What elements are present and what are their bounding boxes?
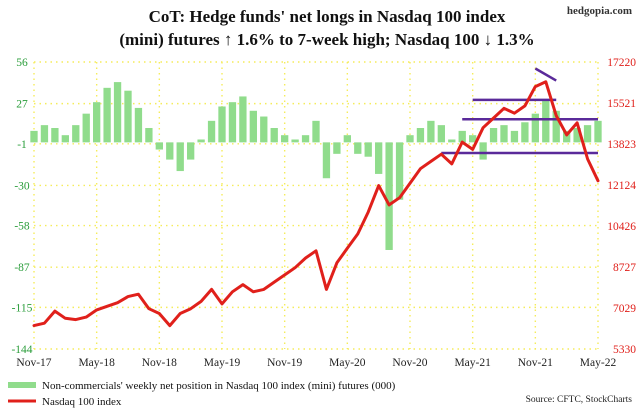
bar-2021-02 <box>437 125 445 143</box>
right-tick-label: 12124 <box>607 180 636 192</box>
trend-annotations <box>441 67 598 155</box>
right-tick-label: 7029 <box>613 303 636 315</box>
title-line-2: (mini) futures ↑ 1.6% to 7-week high; Na… <box>119 30 534 49</box>
left-tick-label: -87 <box>14 262 30 274</box>
bar-2019-06 <box>228 102 237 143</box>
right-tick-label: 5330 <box>613 344 636 356</box>
trend-line-0 <box>534 67 557 82</box>
bar-2022-01 <box>552 110 560 143</box>
bar-2018-01 <box>51 128 59 143</box>
bar-2021-11 <box>531 113 539 143</box>
bar-2021-10 <box>521 122 529 143</box>
bar-2021-06 <box>479 142 487 160</box>
legend: Non-commercials' weekly net position in … <box>8 380 396 408</box>
bar-2022-05 <box>594 120 602 143</box>
title-line-1: CoT: Hedge funds' net longs in Nasdaq 10… <box>149 7 506 26</box>
bar-2018-06 <box>103 87 111 143</box>
bar-2019-12 <box>291 139 299 143</box>
x-tick-label: May-18 <box>78 357 115 369</box>
bar-2018-02 <box>61 135 69 143</box>
bar-2022-04 <box>583 125 592 143</box>
x-axis-ticks: Nov-17 May-18 Nov-18 May-19 Nov-19 May-20 Nov-… <box>16 357 616 369</box>
bar-2021-12 <box>542 99 550 143</box>
bar-2020-08 <box>375 142 383 174</box>
nasdaq-index-line <box>32 80 600 328</box>
bar-2019-05 <box>218 106 226 143</box>
x-tick-label: May-19 <box>204 357 241 369</box>
bar-2019-08 <box>249 110 257 143</box>
x-tick-label: Nov-17 <box>16 357 51 369</box>
x-tick-label: May-20 <box>329 357 366 369</box>
legend-swatch-bars <box>8 382 36 388</box>
bar-2020-02 <box>312 120 320 143</box>
bar-2019-11 <box>281 135 289 143</box>
bar-2020-06 <box>354 142 362 154</box>
bar-2021-09 <box>510 130 519 143</box>
net-position-bars <box>30 82 602 250</box>
bar-2020-12 <box>416 128 425 143</box>
x-tick-label: May-21 <box>454 357 491 369</box>
right-tick-label: 8727 <box>613 262 636 274</box>
bar-2020-01 <box>301 135 310 143</box>
bar-2022-03 <box>573 128 581 143</box>
bar-2019-03 <box>197 139 205 143</box>
bar-2020-04 <box>333 142 341 154</box>
bar-2019-01 <box>176 142 184 172</box>
bar-2020-11 <box>406 135 414 143</box>
bar-2020-09 <box>385 142 393 250</box>
right-axis-ticks: 17220 15521 13823 12124 10426 8727 7029 5330 <box>607 57 636 356</box>
left-axis-ticks: 56 27 -1 -30 -58 -87 -115 -144 <box>11 57 32 356</box>
bar-2022-02 <box>563 130 571 143</box>
left-tick-label: -1 <box>17 139 27 151</box>
bar-2021-08 <box>500 125 508 143</box>
bar-2020-03 <box>322 142 331 179</box>
bar-2018-10 <box>145 128 153 143</box>
bar-2019-09 <box>260 116 268 143</box>
x-tick-label: Nov-19 <box>267 357 302 369</box>
chart-title: CoT: Hedge funds' net longs in Nasdaq 10… <box>119 7 534 49</box>
right-tick-label: 13823 <box>607 139 636 151</box>
left-tick-label: -144 <box>11 344 32 356</box>
bar-2021-01 <box>427 120 435 143</box>
bar-2017-11 <box>30 130 38 143</box>
bar-2021-07 <box>489 128 498 143</box>
bar-2018-08 <box>124 90 132 143</box>
legend-label-line: Nasdaq 100 index <box>42 396 122 408</box>
bar-2018-03 <box>72 125 80 143</box>
brand-label: hedgopia.com <box>567 5 632 17</box>
bar-2018-09 <box>134 107 143 143</box>
left-tick-label: -58 <box>14 221 30 233</box>
x-tick-label: May-22 <box>580 357 617 369</box>
bar-2018-12 <box>166 142 174 160</box>
right-tick-label: 17220 <box>607 57 636 69</box>
left-tick-label: -115 <box>12 302 33 314</box>
source-label: Source: CFTC, StockCharts <box>526 395 633 405</box>
right-tick-label: 15521 <box>607 98 636 110</box>
grid <box>33 61 599 350</box>
left-tick-label: 56 <box>16 57 28 69</box>
bar-2019-02 <box>187 142 195 160</box>
bar-2019-04 <box>207 120 216 143</box>
bar-2017-12 <box>40 125 49 143</box>
x-tick-label: Nov-18 <box>142 357 177 369</box>
bar-2019-07 <box>239 96 247 143</box>
legend-label-bars: Non-commercials' weekly net position in … <box>42 380 396 392</box>
left-tick-label: 27 <box>16 99 28 111</box>
bar-2020-07 <box>364 142 372 157</box>
left-tick-label: -30 <box>14 180 30 192</box>
bar-2021-04 <box>458 130 466 143</box>
bar-2018-07 <box>113 82 122 143</box>
bar-2021-05 <box>469 135 477 143</box>
bar-2020-05 <box>343 135 351 143</box>
bar-2020-10 <box>395 142 404 200</box>
x-tick-label: Nov-20 <box>392 357 427 369</box>
bar-2021-03 <box>448 139 456 143</box>
bar-2018-05 <box>93 102 101 143</box>
x-tick-label: Nov-21 <box>518 357 553 369</box>
bar-2018-04 <box>82 113 90 143</box>
bar-2019-10 <box>270 128 278 143</box>
bar-2018-11 <box>155 142 163 150</box>
right-tick-label: 10426 <box>607 221 636 233</box>
